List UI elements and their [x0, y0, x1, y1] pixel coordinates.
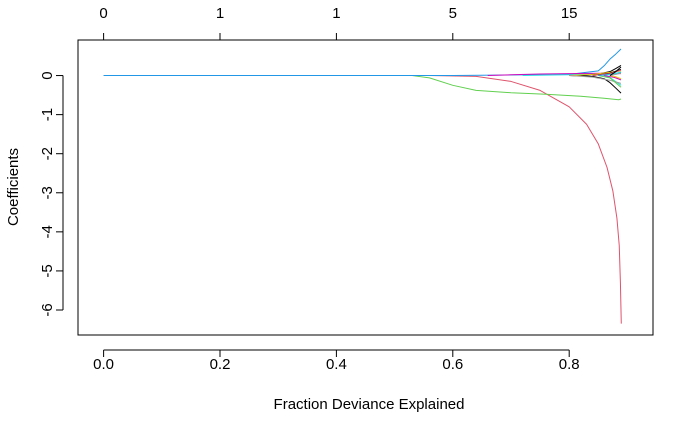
top-tick-label-4: 15 — [561, 5, 578, 22]
series-layer — [103, 48, 622, 324]
series-line-18 — [609, 66, 622, 76]
y-tick-label-4: -4 — [39, 225, 56, 238]
series-line-3 — [103, 48, 622, 77]
top-tick-label-2: 1 — [332, 5, 340, 22]
top-tick-label-1: 1 — [216, 5, 224, 22]
top-axis: 0 1 1 5 15 — [99, 5, 578, 41]
series-line-17 — [609, 72, 622, 77]
series-line-2 — [103, 75, 622, 101]
y-tick-label-2: -2 — [39, 147, 56, 160]
x-tick-label-3: 0.6 — [442, 356, 463, 373]
plot-frame — [77, 39, 654, 336]
bottom-axis: 0.0 0.2 0.4 0.6 0.8 — [93, 349, 580, 373]
y-tick-label-6: -6 — [39, 303, 56, 316]
y-tick-label-1: -1 — [39, 108, 56, 121]
series-line-4 — [569, 75, 622, 94]
series-line-16 — [609, 75, 622, 80]
top-tick-label-0: 0 — [99, 5, 107, 22]
series-line-9 — [569, 75, 622, 84]
y-tick-label-3: -3 — [39, 186, 56, 199]
series-line-12 — [598, 75, 622, 88]
series-line-15 — [604, 75, 622, 81]
series-line-11 — [592, 69, 622, 77]
series-line-14 — [604, 71, 622, 77]
top-tick-label-3: 5 — [449, 5, 457, 22]
left-axis: 0 -1 -2 -3 -4 -5 -6 — [39, 71, 64, 317]
y-axis-title: Coefficients — [5, 148, 22, 226]
y-tick-label-0: 0 — [39, 71, 56, 79]
series-line-1 — [103, 75, 622, 324]
x-tick-label-1: 0.2 — [210, 356, 231, 373]
x-tick-label-2: 0.4 — [326, 356, 347, 373]
x-axis-title: Fraction Deviance Explained — [274, 396, 465, 413]
x-tick-label-0: 0.0 — [93, 356, 114, 373]
y-tick-label-5: -5 — [39, 264, 56, 277]
x-tick-label-4: 0.8 — [559, 356, 580, 373]
